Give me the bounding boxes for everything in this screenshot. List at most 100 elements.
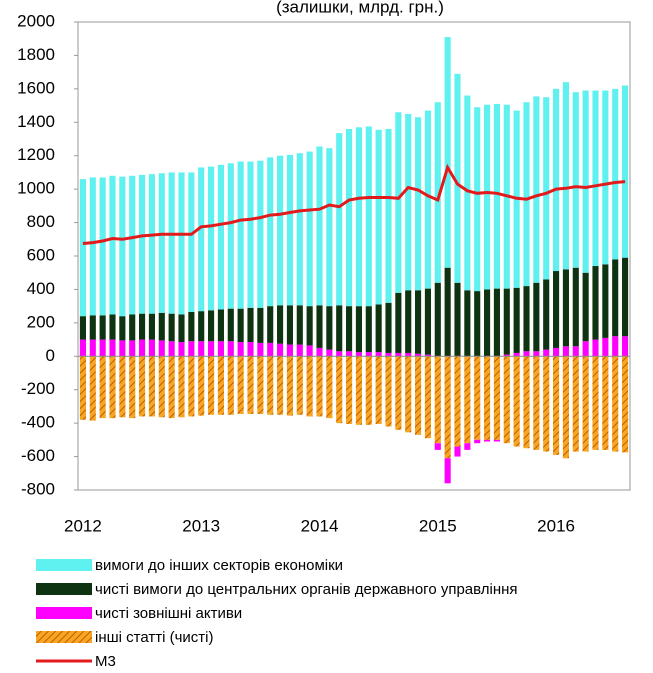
bar: [424, 354, 431, 357]
bar: [79, 316, 86, 340]
bar: [158, 173, 165, 313]
bar: [346, 351, 353, 357]
bar: [602, 356, 609, 450]
bar: [582, 341, 589, 357]
legend-swatch: [36, 607, 92, 619]
bar: [306, 356, 313, 417]
line-series: [82, 163, 626, 245]
bar: [592, 266, 599, 340]
bar: [257, 356, 264, 414]
bar: [444, 356, 451, 459]
x-tick-label: 2012: [64, 516, 102, 535]
bar: [553, 347, 560, 357]
bar: [296, 305, 303, 345]
bar: [148, 356, 155, 417]
x-tick-label: 2014: [301, 516, 339, 535]
bar: [562, 269, 569, 347]
bar: [188, 172, 195, 312]
bar: [178, 314, 185, 343]
bar: [237, 356, 244, 414]
bar: [602, 90, 609, 265]
bar: [355, 356, 362, 425]
bar: [336, 356, 343, 424]
bar: [484, 289, 491, 357]
bar: [109, 314, 116, 340]
bar: [119, 356, 126, 418]
bar: [247, 356, 254, 414]
bar: [464, 95, 471, 291]
bar: [523, 356, 530, 449]
legend-label: чисті зовнішні активи: [95, 605, 242, 622]
bar: [385, 302, 392, 353]
legend-swatch: [36, 583, 92, 595]
bar: [148, 339, 155, 357]
x-tick-label: 2016: [537, 516, 575, 535]
y-tick-label: 1800: [17, 45, 55, 64]
bar: [622, 356, 629, 453]
bar: [306, 151, 313, 307]
bar: [464, 443, 471, 450]
bar: [454, 73, 461, 283]
bar: [89, 356, 96, 421]
y-tick-label: -800: [21, 479, 55, 498]
bar: [306, 345, 313, 357]
bar: [415, 117, 422, 291]
bar: [395, 352, 402, 357]
bar: [326, 306, 333, 350]
bar: [543, 349, 550, 357]
bar: [493, 288, 500, 357]
bar: [89, 177, 96, 316]
bar: [612, 88, 619, 260]
bar: [562, 346, 569, 357]
bar: [336, 351, 343, 357]
y-tick-label: 600: [27, 245, 55, 264]
bar: [198, 311, 205, 342]
y-tick-label: 1000: [17, 179, 55, 198]
y-tick-label: -600: [21, 446, 55, 465]
bar: [592, 356, 599, 450]
bar: [119, 340, 126, 357]
x-tick-label: 2015: [419, 516, 457, 535]
bar: [286, 305, 293, 345]
bar: [523, 286, 530, 352]
bar: [474, 356, 481, 440]
bar: [89, 339, 96, 357]
bar: [247, 307, 254, 343]
bar: [484, 439, 491, 442]
bar: [217, 356, 224, 415]
bar: [227, 356, 234, 415]
bar: [198, 167, 205, 312]
bar: [129, 356, 136, 419]
bar: [454, 282, 461, 357]
legend-label: М3: [95, 653, 116, 670]
y-tick-label: 1600: [17, 78, 55, 97]
bar: [543, 279, 550, 350]
bar: [533, 282, 540, 352]
bar: [523, 351, 530, 357]
bar: [464, 290, 471, 357]
bar: [355, 352, 362, 357]
bar: [582, 356, 589, 452]
bar: [346, 356, 353, 424]
bar: [148, 313, 155, 340]
bar: [286, 154, 293, 306]
bar: [355, 127, 362, 307]
legend-swatch: [36, 559, 92, 571]
bar: [622, 85, 629, 258]
bar: [316, 356, 323, 417]
bar: [326, 148, 333, 307]
bar: [434, 443, 441, 450]
bar: [405, 352, 412, 357]
bar: [267, 306, 274, 343]
bar: [99, 356, 106, 419]
bar: [405, 290, 412, 353]
bar: [365, 352, 372, 357]
bar: [395, 292, 402, 353]
bar: [602, 264, 609, 338]
bar: [572, 346, 579, 357]
bar: [415, 290, 422, 354]
y-tick-label: 200: [27, 312, 55, 331]
bar: [139, 339, 146, 357]
bar: [188, 356, 195, 417]
bar: [109, 356, 116, 419]
